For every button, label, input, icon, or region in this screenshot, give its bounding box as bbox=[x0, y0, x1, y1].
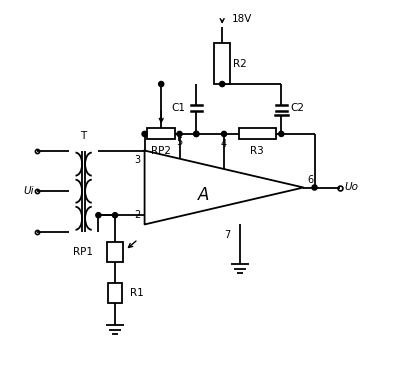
Text: 2: 2 bbox=[135, 210, 141, 220]
Circle shape bbox=[177, 131, 182, 136]
Text: R1: R1 bbox=[130, 288, 144, 298]
Text: Ui: Ui bbox=[23, 186, 34, 196]
Bar bbox=[214, 44, 230, 84]
Text: RP1: RP1 bbox=[73, 247, 93, 257]
Bar bbox=[239, 128, 276, 140]
Circle shape bbox=[220, 81, 225, 87]
Circle shape bbox=[312, 185, 317, 190]
Text: C1: C1 bbox=[171, 103, 185, 113]
Text: 6: 6 bbox=[307, 175, 313, 185]
Text: C2: C2 bbox=[290, 103, 304, 113]
Text: 3: 3 bbox=[135, 155, 141, 165]
Circle shape bbox=[142, 131, 147, 136]
Circle shape bbox=[194, 131, 199, 136]
Text: R2: R2 bbox=[233, 59, 247, 69]
Bar bbox=[107, 242, 123, 262]
Text: 4: 4 bbox=[221, 139, 227, 149]
Circle shape bbox=[112, 213, 118, 218]
Circle shape bbox=[279, 131, 284, 136]
Circle shape bbox=[159, 81, 164, 87]
Circle shape bbox=[194, 131, 199, 136]
Circle shape bbox=[222, 131, 226, 136]
Text: R3: R3 bbox=[250, 146, 264, 156]
Text: 7: 7 bbox=[224, 230, 231, 240]
Text: 18V: 18V bbox=[232, 14, 252, 24]
Text: Uo: Uo bbox=[344, 183, 358, 192]
Bar bbox=[108, 283, 122, 303]
Text: RP2: RP2 bbox=[151, 146, 171, 156]
Bar bbox=[147, 128, 175, 140]
Circle shape bbox=[96, 213, 101, 218]
Text: A: A bbox=[198, 186, 209, 204]
Text: T: T bbox=[80, 131, 87, 141]
Text: 5: 5 bbox=[176, 137, 183, 147]
